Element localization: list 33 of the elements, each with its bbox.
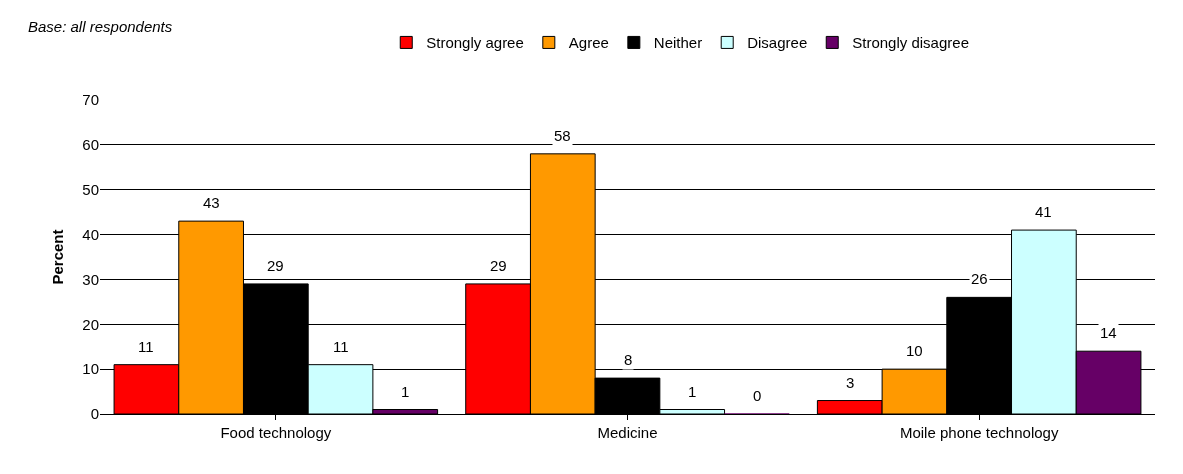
data-label: 26	[971, 270, 988, 287]
x-tick-label: Medicine	[597, 424, 658, 441]
text: Base: all respondents	[28, 18, 173, 35]
x-tick-label: Food technology	[220, 424, 332, 441]
data-label: 29	[490, 257, 507, 274]
data-label: 1	[688, 383, 697, 400]
data-label: 11	[138, 338, 154, 355]
data-label: 14	[1100, 324, 1117, 341]
data-label: 0	[753, 387, 762, 404]
y-tick-label: 60	[82, 136, 99, 154]
data-label: 29	[267, 257, 284, 274]
legend-label: Agree	[568, 34, 609, 52]
data-label: 10	[906, 342, 923, 359]
data-label: 8	[624, 351, 633, 368]
y-tick-label: 10	[82, 360, 99, 378]
data-label: 11	[333, 338, 349, 355]
data-label: 41	[1035, 203, 1052, 220]
data-label: 58	[554, 127, 571, 144]
y-tick-label: 0	[90, 405, 99, 423]
legend-label: Strongly agree	[426, 34, 524, 52]
data-label: 43	[203, 194, 220, 211]
legend-label: Disagree	[747, 34, 808, 52]
data-label: 1	[401, 383, 410, 400]
y-axis-title: Percent	[48, 229, 66, 285]
x-tick-label: Moile phone technology	[899, 424, 1059, 441]
y-tick-label: 70	[82, 91, 99, 109]
y-tick-label: 40	[82, 225, 99, 243]
y-tick-label: 30	[82, 270, 99, 288]
y-tick-label: 50	[82, 180, 99, 198]
legend-label: Strongly disagree	[852, 34, 969, 52]
data-label: 3	[846, 374, 855, 391]
y-tick-label: 20	[82, 315, 99, 333]
legend-label: Neither	[653, 34, 703, 52]
